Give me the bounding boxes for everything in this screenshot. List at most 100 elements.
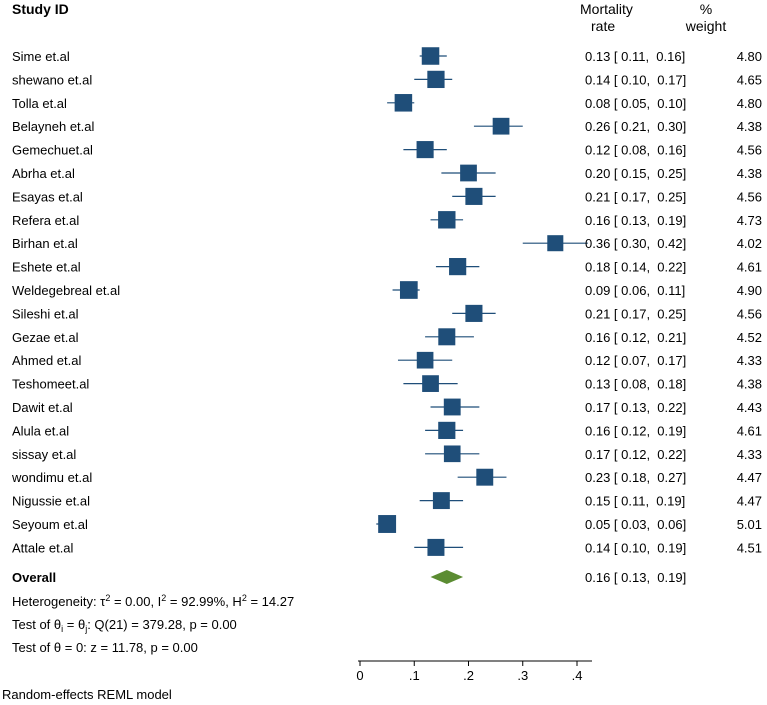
study-weight-text: 4.02	[737, 236, 762, 251]
overall-label: Overall	[12, 570, 56, 585]
study-name: Teshomeet.al	[12, 377, 89, 392]
study-weight-text: 4.90	[737, 283, 762, 298]
study-name: shewano et.al	[12, 72, 92, 87]
study-weight-text: 4.65	[737, 72, 762, 87]
study-weight-text: 4.61	[737, 423, 762, 438]
study-name: Ahmed et.al	[12, 353, 81, 368]
study-marker	[421, 47, 440, 65]
study-name: Gezae et.al	[12, 330, 79, 345]
heterogeneity-text: Heterogeneity: τ2 = 0.00, I2 = 92.99%, H…	[12, 593, 294, 609]
study-marker	[432, 492, 450, 510]
study-ci-text: 0.08 [ 0.05, 0.10]	[585, 96, 686, 111]
study-weight-text: 4.51	[737, 540, 762, 555]
header-rate-line2: rate	[591, 18, 615, 34]
study-weight-text: 4.47	[737, 470, 762, 485]
study-weight-text: 4.38	[737, 119, 762, 134]
study-ci-text: 0.16 [ 0.13, 0.19]	[585, 213, 686, 228]
study-ci-text: 0.17 [ 0.12, 0.22]	[585, 447, 686, 462]
study-name: Seyoum et.al	[12, 517, 88, 532]
study-name: Belayneh et.al	[12, 119, 95, 134]
x-tick-label: 0	[356, 668, 363, 683]
study-ci-text: 0.15 [ 0.11, 0.19]	[585, 494, 685, 509]
study-marker	[422, 375, 439, 392]
study-name: Tolla et.al	[12, 96, 67, 111]
study-weight-text: 4.56	[737, 306, 762, 321]
study-name: Alula et.al	[12, 423, 69, 438]
study-ci-text: 0.13 [ 0.11, 0.16]	[585, 49, 685, 64]
study-name: Birhan et.al	[12, 236, 78, 251]
x-tick-label: .1	[409, 668, 420, 683]
study-ci-text: 0.13 [ 0.08, 0.18]	[585, 377, 686, 392]
study-ci-text: 0.21 [ 0.17, 0.25]	[585, 189, 686, 204]
x-axis-ticks: 0 .1 .2 .3 .4	[356, 661, 582, 683]
study-ci-text: 0.17 [ 0.13, 0.22]	[585, 400, 686, 415]
study-weight-text: 5.01	[737, 517, 762, 532]
study-name: Attale et.al	[12, 540, 74, 555]
study-ci-text: 0.36 [ 0.30, 0.42]	[585, 236, 686, 251]
x-tick-label: .3	[517, 668, 528, 683]
overall-diamond	[430, 570, 464, 584]
study-weight-text: 4.38	[737, 166, 762, 181]
study-name: Dawit et.al	[12, 400, 73, 415]
study-weight-text: 4.47	[737, 494, 762, 509]
study-marker	[427, 538, 445, 556]
study-weight-text: 4.56	[737, 143, 762, 158]
study-name: Abrha et.al	[12, 166, 75, 181]
test-zero-text: Test of θ = 0: z = 11.78, p = 0.00	[12, 640, 198, 655]
study-marker	[547, 235, 564, 252]
footnote: Random-effects REML model	[2, 687, 172, 702]
study-ci-text: 0.09 [ 0.06, 0.11]	[585, 283, 685, 298]
study-marker	[465, 187, 483, 205]
header-rate-line1: Mortality	[580, 1, 633, 17]
study-marker	[438, 328, 456, 346]
study-marker	[443, 398, 461, 416]
study-name: Esayas et.al	[12, 189, 83, 204]
study-marker	[427, 70, 445, 89]
study-weight-text: 4.38	[737, 377, 762, 392]
study-ci-text: 0.16 [ 0.12, 0.21]	[585, 330, 686, 345]
study-marker	[399, 281, 418, 299]
study-marker	[443, 445, 461, 463]
study-marker	[378, 515, 397, 533]
study-ci-text: 0.23 [ 0.18, 0.27]	[585, 470, 686, 485]
x-tick-label: .4	[572, 668, 583, 683]
study-ci-text: 0.05 [ 0.03, 0.06]	[585, 517, 686, 532]
overall-ci-text: 0.16 [ 0.13, 0.19]	[585, 570, 686, 585]
study-marker	[492, 117, 510, 135]
study-weight-text: 4.33	[737, 447, 762, 462]
study-name: Weldegebreal et.al	[12, 283, 120, 298]
study-ci-text: 0.12 [ 0.07, 0.17]	[585, 353, 686, 368]
study-name: Gemechuet.al	[12, 143, 93, 158]
study-ci-text: 0.16 [ 0.12, 0.19]	[585, 423, 686, 438]
study-marker	[465, 304, 483, 322]
study-weight-text: 4.80	[737, 96, 762, 111]
study-marker	[449, 258, 467, 276]
study-marker	[416, 351, 434, 369]
study-weight-text: 4.56	[737, 189, 762, 204]
study-weight-text: 4.80	[737, 49, 762, 64]
study-weight-text: 4.73	[737, 213, 762, 228]
study-marker	[394, 94, 413, 112]
study-ci-text: 0.12 [ 0.08, 0.16]	[585, 143, 686, 158]
study-name: Sileshi et.al	[12, 306, 79, 321]
x-tick-label: .2	[463, 668, 474, 683]
study-name: sissay et.al	[12, 447, 76, 462]
test-equal-text: Test of θi = θj: Q(21) = 379.28, p = 0.0…	[12, 617, 237, 634]
header-weight-line2: weight	[685, 18, 727, 34]
study-ci-text: 0.21 [ 0.17, 0.25]	[585, 306, 686, 321]
study-rows: Sime et.al 0.13 [ 0.11, 0.16] 4.80 shewano …	[11, 47, 762, 556]
study-ci-text: 0.14 [ 0.10, 0.17]	[585, 72, 686, 87]
study-marker	[438, 421, 456, 439]
study-weight-text: 4.43	[737, 400, 762, 415]
study-marker	[476, 468, 494, 486]
study-weight-text: 4.61	[737, 260, 762, 275]
study-ci-text: 0.26 [ 0.21, 0.30]	[585, 119, 686, 134]
study-marker	[460, 164, 477, 182]
study-weight-text: 4.33	[737, 353, 762, 368]
study-name: Nigussie et.al	[12, 494, 90, 509]
study-weight-text: 4.52	[737, 330, 762, 345]
study-name: Refera et.al	[12, 213, 79, 228]
study-ci-text: 0.20 [ 0.15, 0.25]	[585, 166, 686, 181]
study-name: Sime et.al	[12, 49, 70, 64]
